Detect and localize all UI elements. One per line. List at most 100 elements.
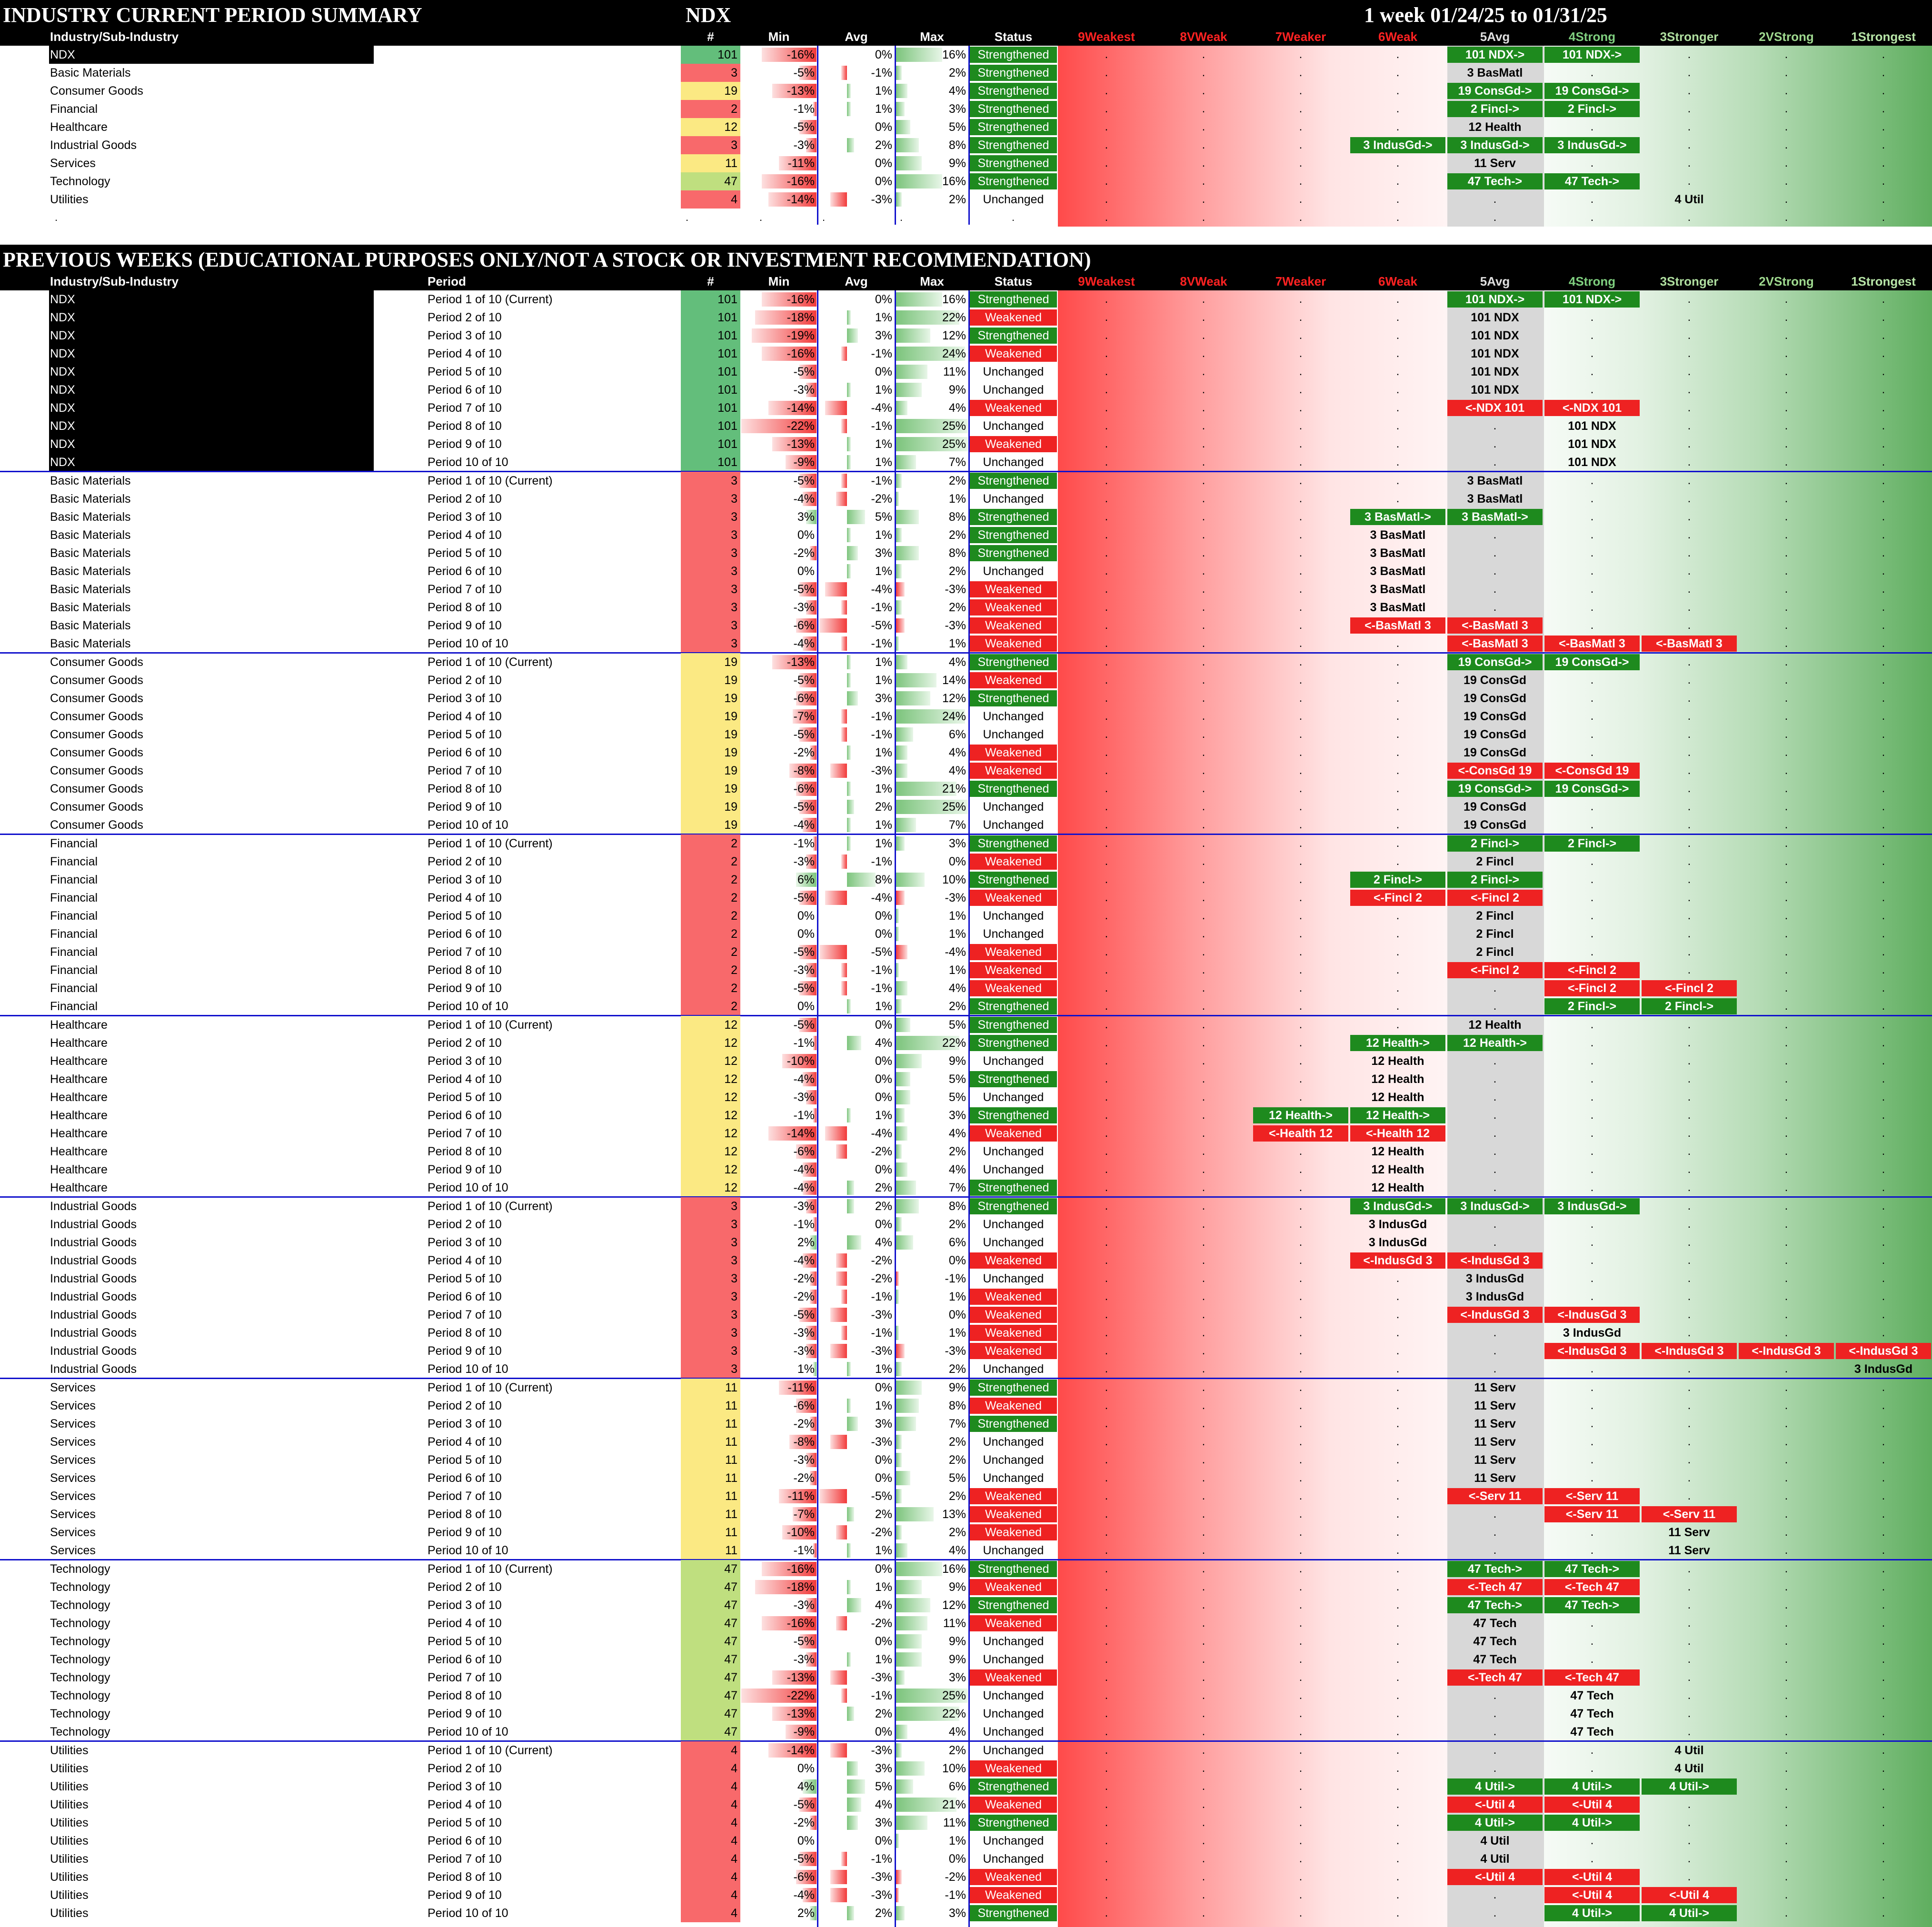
- avg-value: 0%: [875, 365, 892, 378]
- strength-placeholder: .: [1202, 546, 1205, 559]
- min-value: -8%: [793, 764, 815, 777]
- header-max: Max: [920, 30, 944, 44]
- period-label: Period 5 of 10: [428, 365, 502, 378]
- strength-placeholder: .: [1590, 1272, 1594, 1285]
- count-value: 3: [731, 1290, 737, 1303]
- strength-placeholder: .: [1202, 1834, 1205, 1847]
- strength-placeholder: .: [1687, 1290, 1691, 1303]
- status-cell-bg: [970, 509, 1057, 525]
- strength-placeholder: .: [1590, 1417, 1594, 1430]
- max-bar: [896, 564, 902, 578]
- industry-name: Industrial Goods: [50, 1200, 137, 1213]
- strength-signal: <-BasMatl 3: [1544, 636, 1640, 652]
- strength-placeholder: .: [1784, 565, 1788, 577]
- status-badge: Unchanged: [983, 1544, 1044, 1557]
- strength-placeholder: .: [1882, 347, 1885, 360]
- max-value: 7%: [948, 456, 966, 469]
- strength-placeholder: .: [1202, 311, 1205, 324]
- strength-placeholder: .: [1784, 1544, 1788, 1557]
- strength-placeholder: .: [1493, 982, 1497, 994]
- avg-value: -1%: [871, 1290, 892, 1303]
- strength-placeholder: .: [1299, 84, 1303, 97]
- max-value: 11%: [943, 1816, 966, 1829]
- industry-name: Services: [50, 1544, 96, 1557]
- strength-placeholder: .: [1202, 1417, 1205, 1430]
- history-row: Services Period 3 of 10 11 -2% 3% 7% Strengthe…: [0, 1415, 1932, 1433]
- strength-placeholder: .: [1882, 1508, 1885, 1520]
- strength-signal: 3 BasMatl: [1370, 565, 1426, 578]
- strength-placeholder: .: [1590, 1399, 1594, 1412]
- industry-name: Basic Materials: [50, 66, 131, 79]
- period-label: Period 2 of 10: [428, 855, 502, 868]
- strength-placeholder: .: [1687, 1580, 1691, 1593]
- strength-placeholder: .: [1687, 311, 1691, 324]
- status-badge: Weakened: [985, 964, 1042, 977]
- count-cell-bg: [681, 154, 740, 172]
- strength-placeholder: .: [1202, 1798, 1205, 1811]
- strength-signal: <-Tech 47: [1544, 1579, 1640, 1595]
- industry-name: Technology: [50, 1580, 110, 1594]
- status-badge: Strengthened: [977, 692, 1049, 705]
- max-value: 16%: [942, 48, 966, 61]
- strength-signal: 101 NDX: [1568, 419, 1616, 433]
- strength-placeholder: .: [1105, 1599, 1108, 1611]
- strength-signal: 47 Tech->: [1544, 173, 1640, 189]
- strength-placeholder: .: [1202, 837, 1205, 850]
- min-value: -11%: [787, 1490, 815, 1503]
- strength-signal: 19 ConsGd->: [1447, 83, 1543, 99]
- history-row: Utilities Period 3 of 10 4 4% 5% 6% Strengthen…: [0, 1778, 1932, 1796]
- strength-placeholder: .: [1784, 1707, 1788, 1720]
- strength-placeholder: .: [1784, 1508, 1788, 1520]
- strength-placeholder: .: [1590, 1762, 1594, 1775]
- strength-placeholder: .: [1105, 347, 1108, 360]
- max-value: 24%: [942, 710, 966, 723]
- max-value: 11%: [943, 365, 966, 378]
- count-value: 3: [731, 510, 737, 524]
- strength-signal: 4 Util->: [1544, 1778, 1640, 1795]
- strength-placeholder: .: [1299, 1091, 1303, 1103]
- avg-value: -4%: [871, 401, 892, 415]
- avg-value: -2%: [871, 1526, 892, 1539]
- strength-placeholder: .: [1590, 800, 1594, 813]
- strength-placeholder: .: [1299, 927, 1303, 940]
- min-value: -6%: [793, 1145, 815, 1158]
- min-value: -3%: [793, 1653, 815, 1666]
- strength-placeholder: .: [1105, 1870, 1108, 1883]
- min-bar: [799, 66, 817, 80]
- strength-placeholder: .: [1882, 1671, 1885, 1684]
- strength-signal: 47 Tech->: [1544, 1597, 1640, 1613]
- strength-placeholder: .: [1202, 1036, 1205, 1049]
- strength-signal: 47 Tech: [1473, 1617, 1517, 1630]
- strength-placeholder: .: [1493, 1544, 1497, 1557]
- avg-value: 0%: [875, 1218, 892, 1231]
- min-value: -5%: [793, 800, 815, 814]
- history-row: Technology Period 8 of 10 47 -22% -1% 25% Unch…: [0, 1687, 1932, 1705]
- period-label: Period 5 of 10: [428, 1091, 502, 1104]
- strength-signal: <-BasMatl 3: [1447, 617, 1543, 634]
- strength-placeholder: .: [1299, 1653, 1303, 1666]
- strength-placeholder: .: [1202, 1308, 1205, 1321]
- strength-placeholder: .: [1202, 1852, 1205, 1865]
- period-label: Period 6 of 10: [428, 1653, 502, 1666]
- strength-placeholder: .: [1882, 1544, 1885, 1557]
- strength-placeholder: .: [1202, 1200, 1205, 1212]
- history-row: Consumer Goods Period 1 of 10 (Current) 19…: [0, 653, 1932, 671]
- max-value: 8%: [948, 1200, 966, 1213]
- strength-placeholder: .: [1590, 528, 1594, 541]
- header-strength-6: 3Stronger: [1660, 274, 1719, 288]
- status-badge: Unchanged: [983, 800, 1044, 814]
- avg-value: 0%: [875, 1163, 892, 1176]
- avg-value: 0%: [875, 1725, 892, 1738]
- strength-placeholder: .: [1784, 102, 1788, 115]
- history-row: Basic Materials Period 1 of 10 (Current) 3…: [0, 472, 1932, 490]
- strength-placeholder: .: [1299, 419, 1303, 432]
- status-badge: Unchanged: [983, 1635, 1044, 1648]
- min-bar: [768, 192, 817, 207]
- strength-placeholder: .: [1784, 964, 1788, 976]
- strength-placeholder: .: [1687, 492, 1691, 505]
- strength-placeholder: .: [1105, 1617, 1108, 1629]
- status-badge: Weakened: [985, 674, 1042, 687]
- status-badge: Strengthened: [977, 1562, 1049, 1576]
- strength-placeholder: .: [1590, 1236, 1594, 1249]
- industry-name: Industrial Goods: [50, 1272, 137, 1285]
